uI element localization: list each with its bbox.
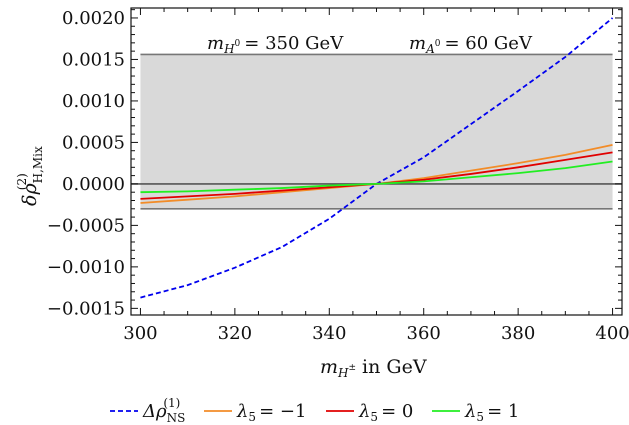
y-tick-label: 0.0005 (62, 132, 125, 153)
annotation-mH0: mH0 = 350 GeV (207, 33, 344, 56)
y-tick-label: −0.0005 (47, 215, 125, 236)
y-tick-label: 0.0000 (62, 174, 125, 195)
x-axis: 300 320 340 360 380 400 (123, 8, 629, 344)
x-tick-label: 340 (312, 323, 346, 344)
x-tick-label: 300 (123, 323, 157, 344)
y-axis-label: δρH,Mix(2) (15, 146, 45, 206)
series-line-3 (140, 160, 613, 194)
x-tick-label: 320 (218, 323, 252, 344)
legend-label-delta-rho: ΔρNS(1) (142, 396, 185, 425)
legend-item-delta-rho: ΔρNS(1) (110, 396, 185, 425)
x-axis-label: mH± in GeV (320, 356, 427, 380)
y-tick-label: 0.0020 (62, 8, 125, 29)
y-tick-label: 0.0010 (62, 91, 125, 112)
band-layer (140, 54, 613, 209)
legend-item-lambda5-minus1: λ5 = −1 (204, 401, 306, 424)
y-axis: −0.0015 −0.0010 −0.0005 0.0000 0.0005 0.0010 0… (47, 8, 622, 319)
y-tick-label: 0.0015 (62, 49, 125, 70)
legend-label-lambda5-minus1: λ5 = −1 (236, 401, 306, 424)
x-tick-label: 400 (595, 323, 629, 344)
legend: ΔρNS(1) λ5 = −1 λ5 = 0 λ5 = 1 (110, 396, 519, 425)
legend-label-lambda5-0: λ5 = 0 (358, 401, 413, 424)
x-tick-label: 380 (501, 323, 535, 344)
x-tick-label: 360 (407, 323, 441, 344)
allowed-band (140, 54, 613, 209)
annotation-mA0: mA0 = 60 GeV (409, 33, 533, 56)
legend-label-lambda5-1: λ5 = 1 (464, 401, 519, 424)
y-tick-label: −0.0015 (47, 298, 125, 319)
legend-item-lambda5-1: λ5 = 1 (432, 401, 519, 424)
legend-item-lambda5-0: λ5 = 0 (326, 401, 413, 424)
series-layer (140, 17, 614, 299)
y-tick-label: −0.0010 (47, 257, 125, 278)
